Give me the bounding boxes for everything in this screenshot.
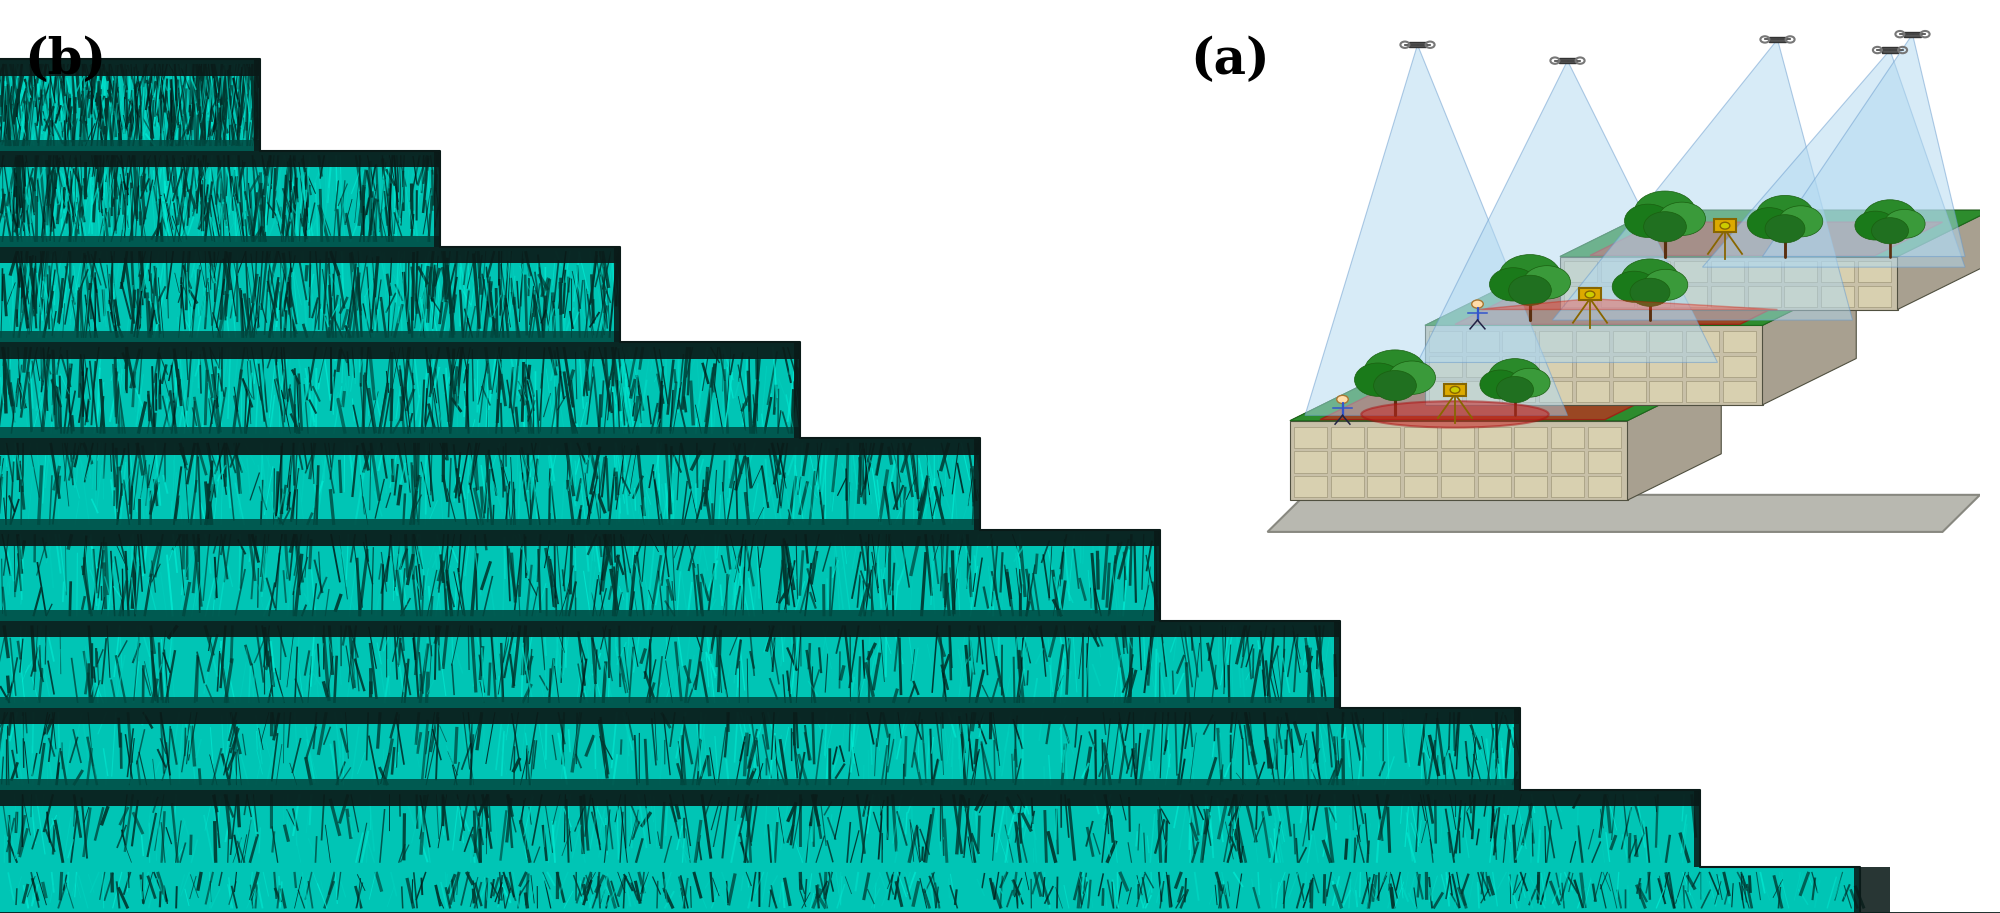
- Circle shape: [1612, 271, 1656, 302]
- Bar: [1428, 331, 1462, 352]
- Bar: [0, 59, 260, 76]
- Bar: [1404, 426, 1436, 447]
- Bar: [1514, 426, 1548, 447]
- Bar: [1404, 451, 1436, 473]
- Polygon shape: [1290, 421, 1628, 500]
- Bar: [1882, 47, 1898, 53]
- Polygon shape: [1552, 39, 1852, 320]
- Bar: [1600, 261, 1634, 282]
- Bar: [1588, 426, 1620, 447]
- Bar: [1694, 790, 1730, 867]
- Bar: [1714, 219, 1736, 232]
- Text: (b): (b): [24, 37, 106, 86]
- Bar: [1428, 356, 1462, 377]
- Bar: [1552, 451, 1584, 473]
- Bar: [1540, 331, 1572, 352]
- Bar: [1580, 289, 1600, 300]
- Bar: [1612, 356, 1646, 377]
- Polygon shape: [1560, 257, 1898, 310]
- Bar: [0, 247, 620, 263]
- Bar: [1368, 451, 1400, 473]
- Bar: [1612, 381, 1646, 402]
- Bar: [1650, 381, 1682, 402]
- Circle shape: [1472, 300, 1484, 309]
- Circle shape: [1884, 209, 1926, 238]
- Bar: [1440, 477, 1474, 498]
- Bar: [1444, 383, 1466, 395]
- Polygon shape: [1590, 222, 1942, 256]
- Bar: [1294, 426, 1326, 447]
- Bar: [1502, 331, 1536, 352]
- Bar: [1564, 286, 1596, 307]
- Bar: [1368, 426, 1400, 447]
- Bar: [0, 779, 1710, 790]
- Bar: [1478, 477, 1510, 498]
- Bar: [1710, 261, 1744, 282]
- Polygon shape: [1478, 299, 1778, 310]
- Circle shape: [1778, 205, 1822, 236]
- Bar: [0, 708, 1520, 724]
- Circle shape: [1644, 269, 1688, 300]
- Circle shape: [1488, 359, 1542, 396]
- Bar: [1674, 261, 1708, 282]
- Bar: [1502, 381, 1536, 402]
- Polygon shape: [1702, 50, 1964, 268]
- Circle shape: [1748, 207, 1792, 239]
- Bar: [0, 438, 980, 455]
- Polygon shape: [1418, 60, 1718, 362]
- Bar: [1368, 477, 1400, 498]
- Bar: [0, 697, 1530, 708]
- Bar: [1650, 356, 1682, 377]
- Bar: [0, 140, 450, 151]
- Circle shape: [1524, 266, 1570, 299]
- Bar: [1564, 261, 1596, 282]
- Circle shape: [1658, 202, 1706, 236]
- Bar: [1854, 867, 1890, 913]
- Bar: [1784, 261, 1818, 282]
- Bar: [1674, 286, 1708, 307]
- Bar: [1600, 286, 1634, 307]
- Bar: [0, 48, 270, 59]
- Bar: [1540, 356, 1572, 377]
- Circle shape: [1622, 259, 1678, 299]
- Bar: [1576, 356, 1608, 377]
- Bar: [1466, 381, 1498, 402]
- Polygon shape: [1762, 34, 1964, 257]
- Bar: [794, 342, 830, 438]
- Bar: [1466, 356, 1498, 377]
- Bar: [1334, 621, 1370, 708]
- Circle shape: [1872, 217, 1908, 244]
- Bar: [1770, 37, 1786, 42]
- Bar: [1478, 426, 1510, 447]
- Circle shape: [1450, 386, 1460, 394]
- Text: (a): (a): [1190, 37, 1270, 86]
- Circle shape: [1496, 376, 1534, 403]
- Bar: [1294, 451, 1326, 473]
- Bar: [1540, 381, 1572, 402]
- Bar: [1686, 381, 1720, 402]
- Bar: [1904, 32, 1920, 37]
- Bar: [434, 151, 470, 247]
- Circle shape: [1586, 291, 1594, 298]
- Circle shape: [1374, 371, 1416, 401]
- Bar: [1330, 477, 1364, 498]
- Bar: [1650, 331, 1682, 352]
- Bar: [1154, 530, 1190, 621]
- Bar: [0, 530, 1160, 546]
- Bar: [0, 610, 1350, 621]
- Polygon shape: [1304, 45, 1568, 415]
- Bar: [1428, 381, 1462, 402]
- Bar: [0, 621, 1340, 637]
- Bar: [1588, 451, 1620, 473]
- Bar: [1686, 331, 1720, 352]
- Bar: [0, 331, 810, 342]
- Bar: [1410, 42, 1426, 47]
- Bar: [0, 236, 630, 247]
- Polygon shape: [0, 59, 1860, 913]
- Polygon shape: [1290, 374, 1722, 421]
- Bar: [1612, 331, 1646, 352]
- Circle shape: [1766, 215, 1804, 243]
- Bar: [1710, 286, 1744, 307]
- Bar: [974, 438, 1010, 530]
